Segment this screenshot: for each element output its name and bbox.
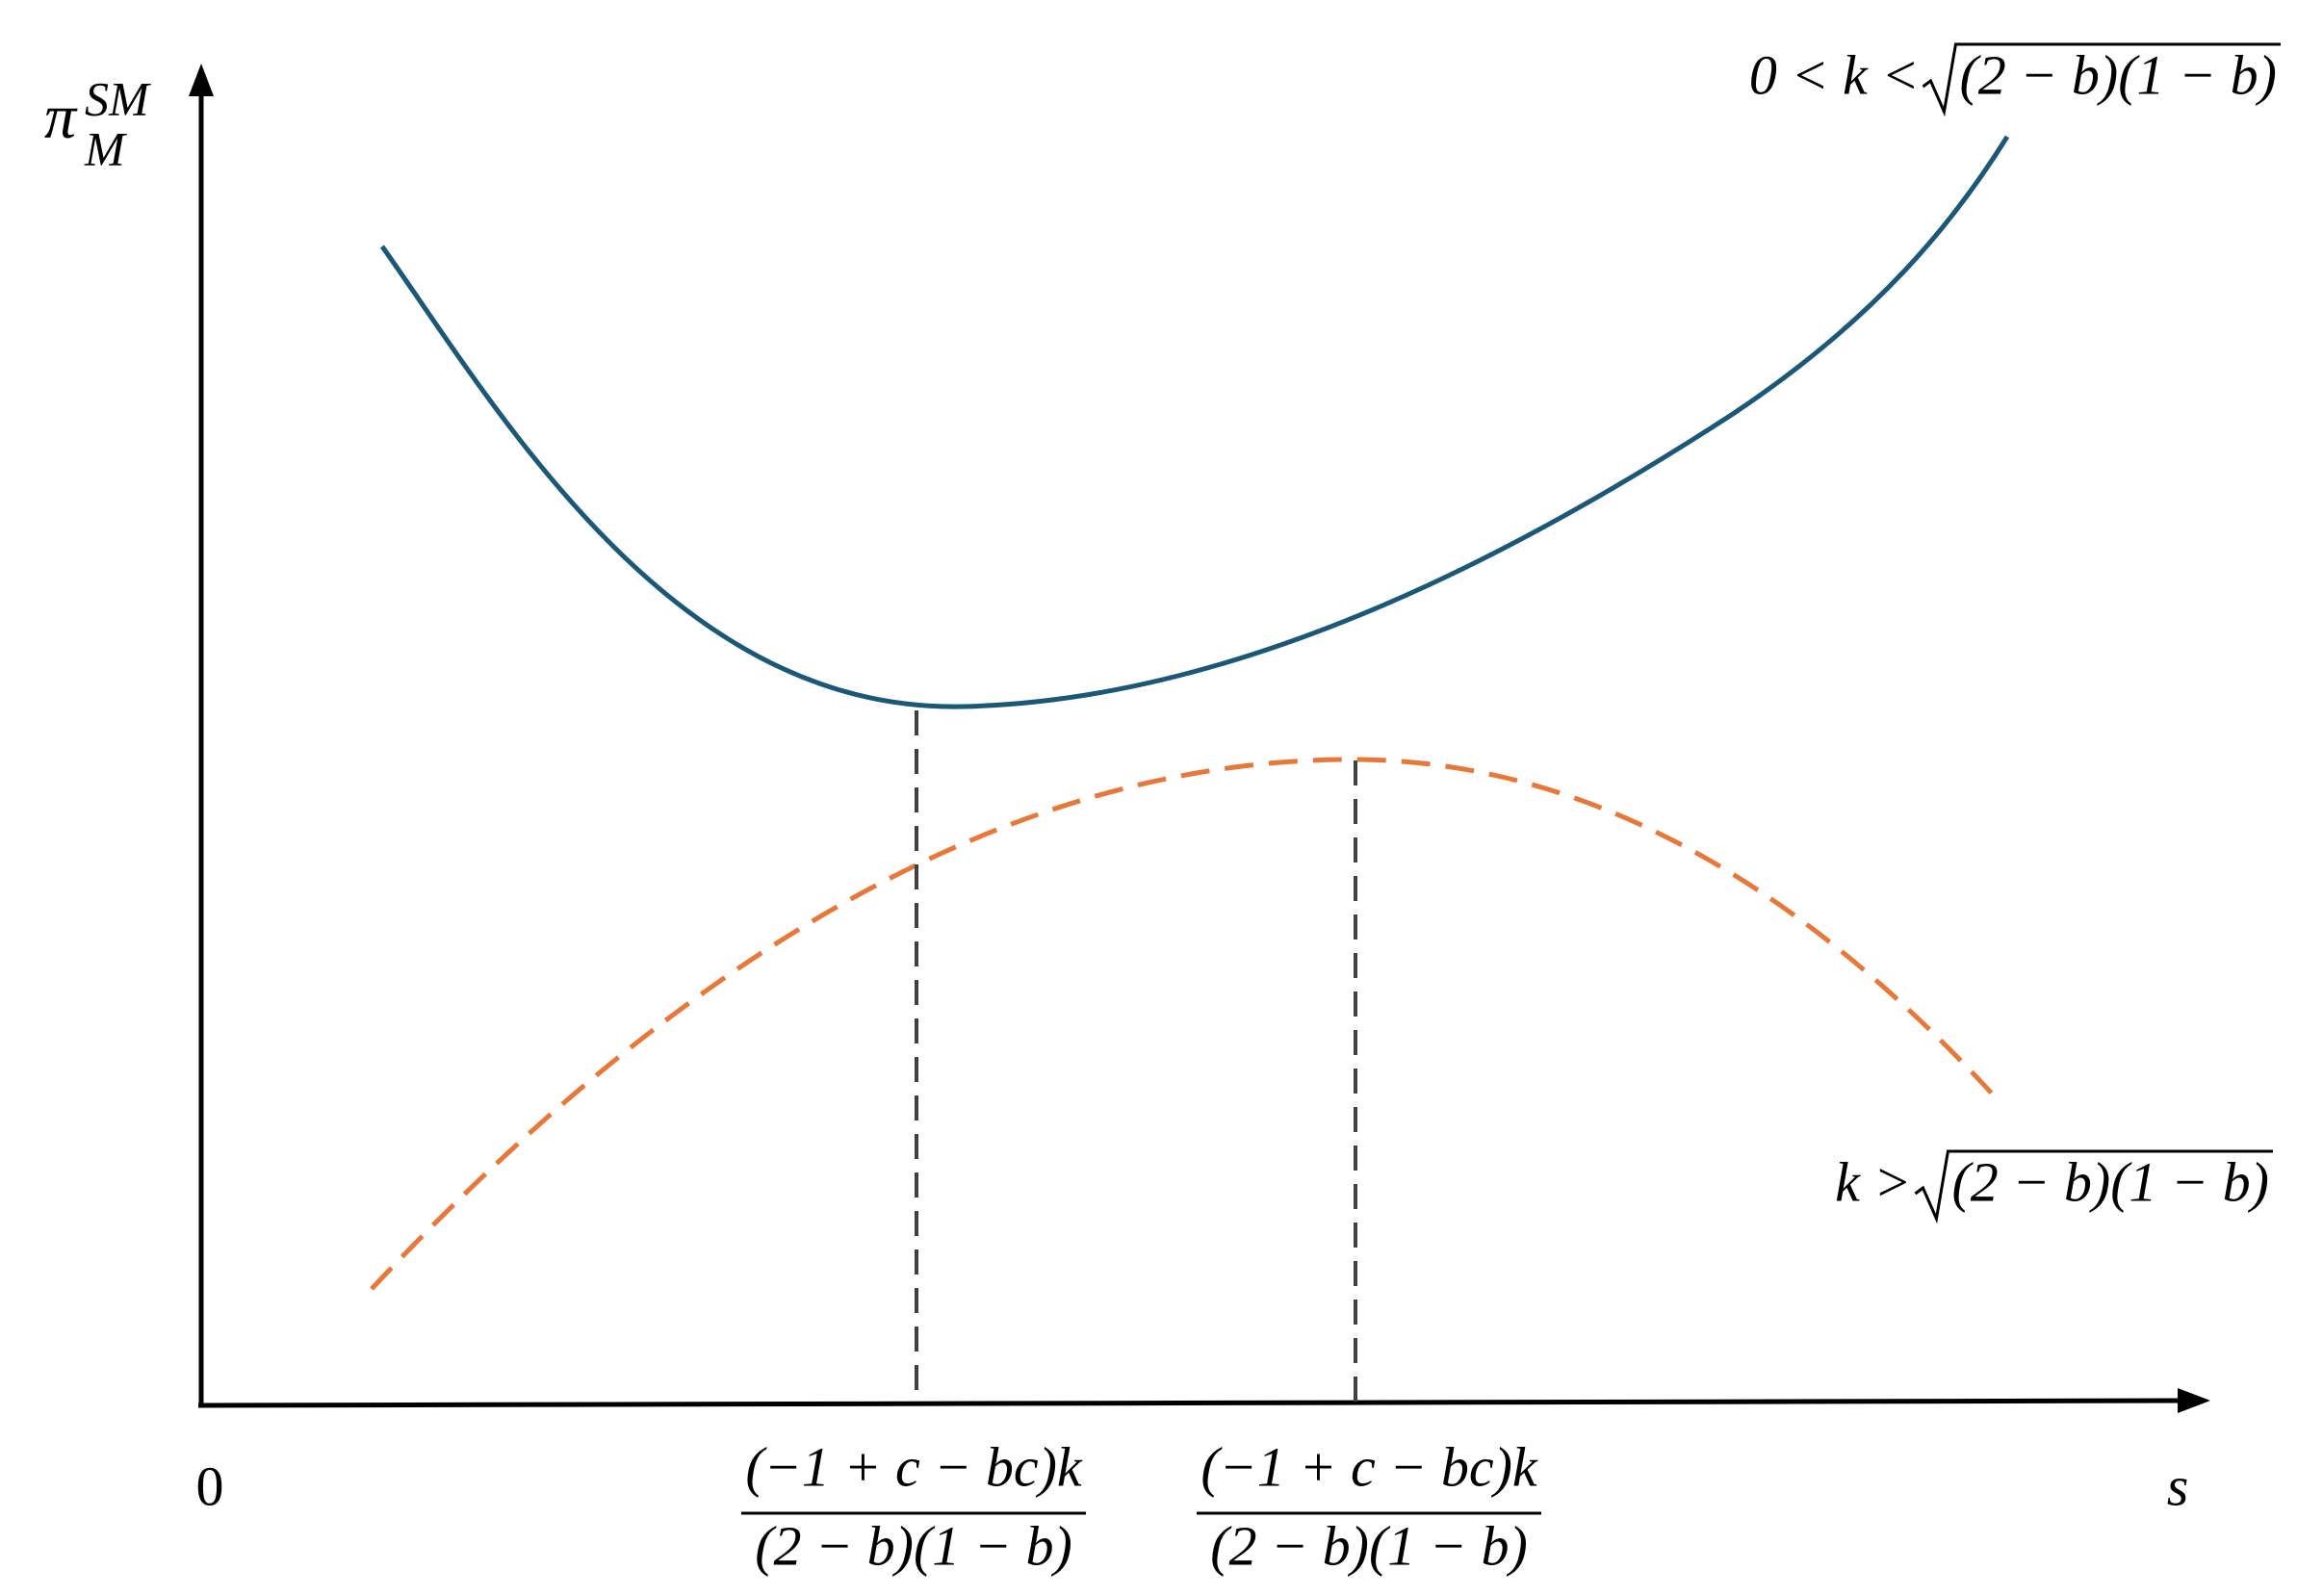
marker-denominator: (2 − b)(1 − b) xyxy=(755,1514,1072,1577)
marker-numerator: (−1 + c − bc)k xyxy=(745,1435,1083,1498)
radical-sign xyxy=(1914,1149,2273,1224)
y-label-base: π xyxy=(44,82,78,152)
y-arrow xyxy=(189,64,214,96)
x-arrow xyxy=(2178,1388,2210,1413)
curve-label-radicand: (2 − b)(1 − b) xyxy=(1951,1150,2269,1213)
curve-low-k xyxy=(379,135,2010,709)
curve-label-prefix: k > xyxy=(1835,1150,1911,1213)
radical-sign xyxy=(1922,42,2281,117)
marker-denominator: (2 − b)(1 − b) xyxy=(1210,1514,1528,1577)
y-label-superscript: SM xyxy=(85,71,151,125)
x-axis xyxy=(197,1398,2186,1408)
marker-numerator: (−1 + c − bc)k xyxy=(1200,1435,1538,1498)
curve-label-prefix: 0 < k < xyxy=(1749,43,1920,106)
origin-label: 0 xyxy=(196,1454,224,1517)
y-label-subscript: M xyxy=(84,121,127,175)
x-label: s xyxy=(2167,1454,2189,1517)
curve-high-k xyxy=(370,757,1995,1291)
curve-label-radicand: (2 − b)(1 − b) xyxy=(1959,43,2277,106)
